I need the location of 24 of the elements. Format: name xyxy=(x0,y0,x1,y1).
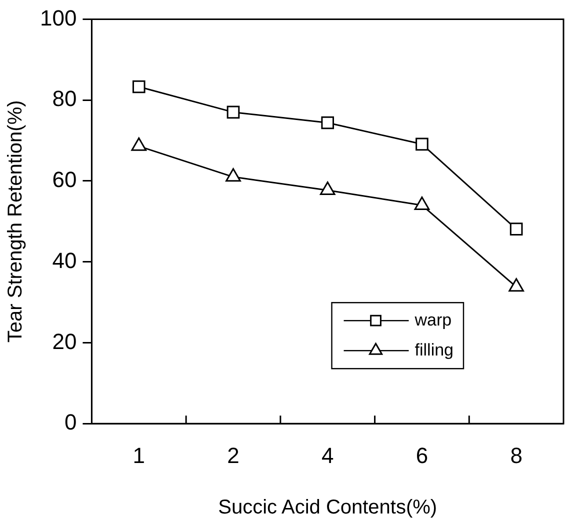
y-tick-label: 60 xyxy=(52,167,77,192)
point xyxy=(132,80,146,94)
point xyxy=(416,138,428,151)
y-tick-label: 40 xyxy=(52,248,77,273)
y-tick-label: 20 xyxy=(52,328,77,354)
x-tick-label: 4 xyxy=(321,442,334,468)
x-tick-label: 6 xyxy=(416,442,428,468)
y-axis-title: Tear Strength Retention(%) xyxy=(4,100,27,343)
legend-label: filling xyxy=(414,340,454,360)
y-tick-label: 80 xyxy=(52,86,77,112)
point xyxy=(226,168,241,182)
point xyxy=(321,116,334,130)
point xyxy=(414,196,430,210)
x-tick-label: 2 xyxy=(227,442,240,468)
point xyxy=(510,222,523,236)
x-axis-title: Succic Acid Contents(%) xyxy=(218,496,438,519)
y-tick-label: 100 xyxy=(40,5,77,30)
point xyxy=(226,106,240,119)
legend-label: warp xyxy=(414,310,452,330)
x-tick-label: 8 xyxy=(510,442,522,468)
x-tick-label: 1 xyxy=(132,442,146,468)
y-tick-label: 0 xyxy=(64,410,77,435)
point xyxy=(508,278,524,292)
point xyxy=(320,182,336,196)
